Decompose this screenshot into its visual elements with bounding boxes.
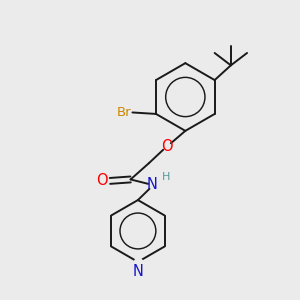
Text: O: O: [96, 173, 108, 188]
Text: Br: Br: [116, 106, 131, 119]
Text: N: N: [146, 177, 157, 192]
Text: N: N: [133, 264, 143, 279]
Text: H: H: [162, 172, 170, 182]
Text: O: O: [161, 139, 173, 154]
